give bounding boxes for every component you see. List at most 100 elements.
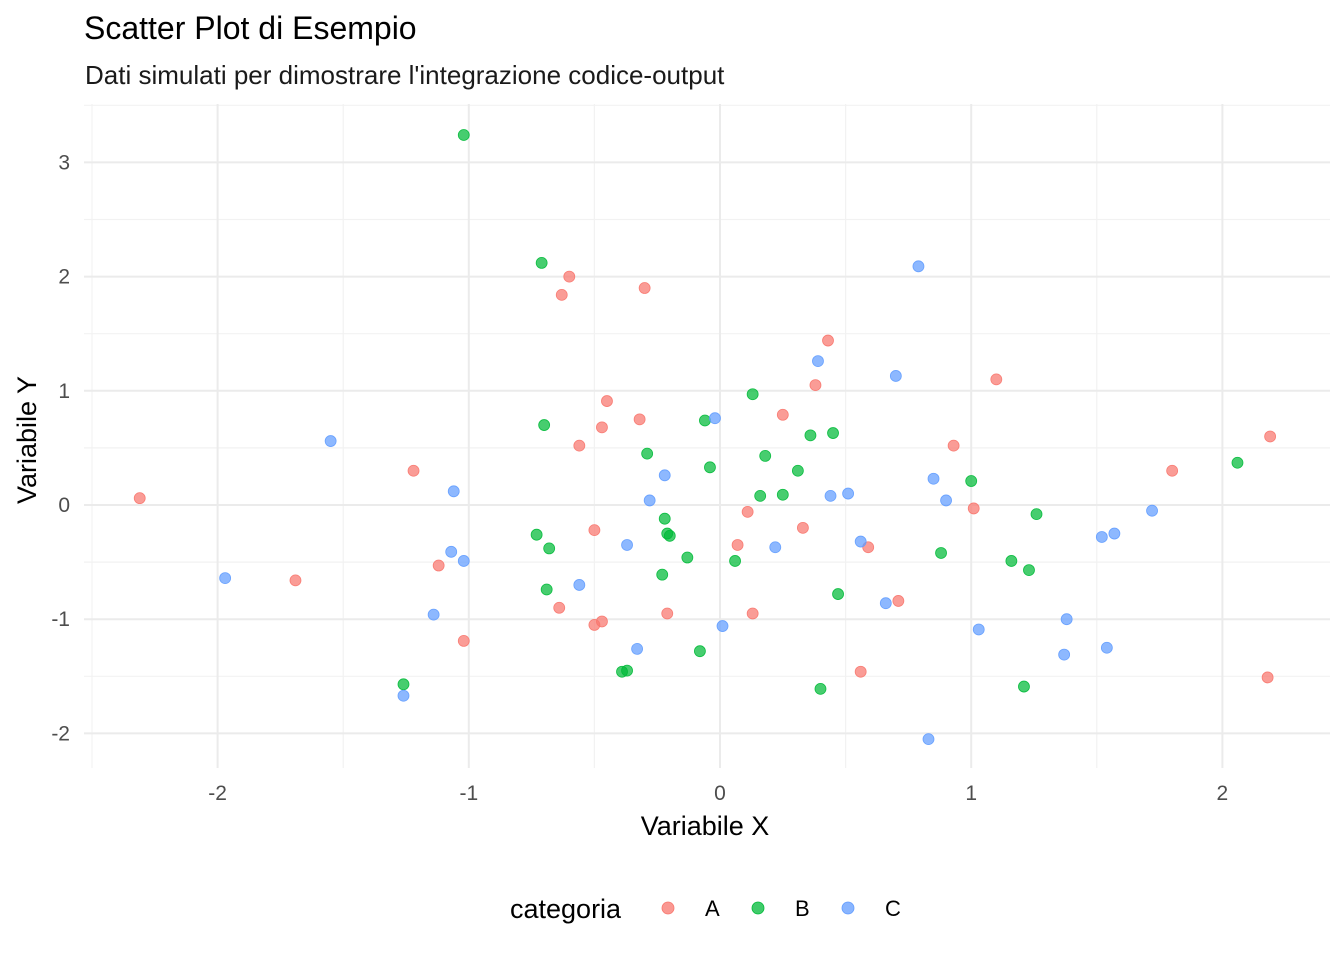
data-point-a [741,505,754,518]
data-point-c [445,545,458,558]
data-point-c [658,469,671,482]
data-point-b [729,555,741,567]
legend-label-b: B [795,896,810,921]
data-point-b [538,419,551,431]
data-point-a [432,559,445,572]
y-axis-title: Variabile Y [12,376,42,504]
data-point-c [1108,527,1121,540]
data-point-a [1264,430,1277,443]
data-point-a [601,395,613,407]
data-point-a [133,492,146,505]
data-point-a [596,421,608,434]
data-point-b [397,678,410,691]
x-tick-label: 0 [714,782,726,805]
data-point-a [809,379,822,391]
data-point-b [1018,680,1030,693]
data-point-c [1146,504,1158,517]
y-tick-label: -1 [51,608,70,631]
legend-title: categoria [510,894,622,924]
y-tick-label: 1 [58,380,70,403]
x-tick-labels: -2 -1 0 1 2 [208,782,1228,805]
data-point-a [776,408,789,421]
legend-key-a [661,901,675,915]
data-point-b [1005,555,1018,567]
data-point-a [731,539,744,551]
data-point-b [535,256,548,269]
data-point-b [663,529,676,542]
data-point-b [1023,564,1035,576]
data-point-c [940,494,952,507]
grid-major [84,104,1330,768]
y-tick-label: 0 [58,494,70,517]
data-point-a [967,502,980,515]
data-point-c [457,555,470,567]
data-point-b [656,568,669,581]
data-point-c [631,642,644,655]
data-point-b [694,645,706,658]
data-point-b [1030,508,1043,521]
legend: categoria A B C [510,894,901,924]
data-point-a [1166,464,1179,477]
data-points [133,129,1277,746]
y-tick-label: -2 [51,722,70,745]
x-tick-label: -2 [208,782,227,805]
data-point-b [699,414,711,427]
x-tick-label: 2 [1217,782,1229,805]
data-point-a [553,601,566,614]
legend-label-c: C [885,896,901,921]
x-tick-label: -1 [459,782,478,805]
data-point-c [879,597,892,610]
data-point-a [588,524,601,537]
data-point-b [1231,456,1244,469]
data-point-b [804,429,817,442]
data-point-c [643,494,656,507]
legend-key-b [751,901,765,915]
data-point-b [776,488,789,501]
data-point-c [922,733,935,746]
data-point-a [563,270,576,283]
grid-minor [84,104,1330,768]
data-point-b [746,388,759,401]
y-tick-label: 2 [58,266,70,289]
data-point-a [407,464,420,477]
data-point-b [621,664,633,677]
data-point-a [990,373,1003,386]
x-tick-label: 1 [965,782,977,805]
data-point-a [661,607,674,620]
data-point-b [814,682,827,695]
data-point-c [709,412,721,425]
data-point-b [965,475,978,487]
data-point-b [658,512,671,525]
chart-title: Scatter Plot di Esempio [84,10,417,46]
data-point-b [754,489,767,502]
legend-items: A B C [661,896,901,921]
data-point-a [822,334,834,347]
data-point-c [427,608,440,621]
y-tick-labels: -2 -1 0 1 2 3 [51,151,70,745]
data-point-a [289,574,302,587]
data-point-a [1261,671,1274,684]
data-point-c [716,620,729,632]
data-point-c [972,623,985,636]
data-point-b [457,129,470,141]
data-point-a [457,634,470,647]
data-point-a [573,439,586,452]
chart-subtitle: Dati simulati per dimostrare l'integrazi… [85,60,725,90]
legend-key-c [841,901,855,915]
data-point-b [791,464,804,477]
data-point-b [641,447,654,460]
data-point-c [397,689,410,702]
data-point-b [704,461,716,474]
data-point-c [889,370,902,382]
legend-label-a: A [705,896,720,921]
data-point-c [824,489,837,502]
data-point-c [854,535,867,548]
data-point-b [540,583,553,596]
data-point-b [759,449,772,462]
data-point-c [621,539,633,551]
data-point-c [447,485,460,498]
data-point-a [638,282,651,294]
data-point-c [1100,641,1113,654]
y-tick-label: 3 [58,151,70,174]
